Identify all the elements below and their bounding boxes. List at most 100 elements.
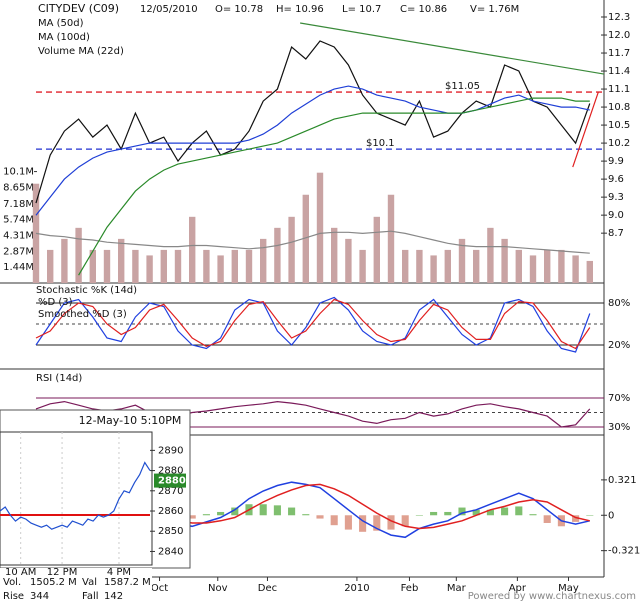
volume-bar bbox=[75, 227, 82, 283]
histogram-bar bbox=[217, 511, 225, 516]
y-tick-label: 2890 bbox=[158, 445, 183, 456]
y-tick-label: 8.7 bbox=[608, 228, 624, 239]
panel-title: RSI (14d) bbox=[36, 373, 82, 384]
plot-area bbox=[0, 431, 153, 566]
volume-bar bbox=[487, 227, 494, 283]
volume-bar bbox=[274, 227, 281, 283]
volume-bar bbox=[586, 260, 593, 283]
y-tick-label: 0 bbox=[608, 510, 614, 521]
histogram-bar bbox=[373, 515, 381, 531]
legend-entry: Volume MA (22d) bbox=[38, 46, 124, 57]
y-tick-label: 2840 bbox=[158, 546, 183, 557]
histogram-bar bbox=[415, 515, 423, 516]
close: C= 10.86 bbox=[400, 4, 447, 15]
histogram-bar bbox=[231, 507, 239, 516]
series-line bbox=[35, 296, 591, 353]
histogram-bar bbox=[486, 509, 494, 516]
y-tick-label: 4.31M bbox=[3, 230, 34, 241]
histogram-bar bbox=[430, 511, 438, 516]
x-tick-label: Apr bbox=[509, 583, 527, 594]
date: 12/05/2010 bbox=[140, 4, 198, 15]
current-box bbox=[154, 473, 186, 488]
volume-bar bbox=[245, 249, 253, 283]
histogram-bar bbox=[515, 506, 523, 516]
level-label: $10.1 bbox=[366, 138, 395, 149]
y-tick-label: 2.87M bbox=[3, 246, 34, 257]
volume-bar bbox=[515, 249, 522, 283]
volume-bar bbox=[203, 249, 210, 283]
chart-title: CITYDEV (C09) bbox=[38, 2, 119, 15]
histogram-bar bbox=[202, 514, 210, 516]
y-tick-label: 10.8 bbox=[608, 102, 630, 113]
stats-background bbox=[0, 568, 152, 603]
stat: Val bbox=[82, 577, 97, 588]
open: O= 10.78 bbox=[215, 4, 263, 15]
volume-bar bbox=[544, 249, 551, 283]
y-tick-label: 9.9 bbox=[608, 156, 624, 167]
y-tick-label: 7.18M bbox=[3, 199, 34, 210]
stat: 344 bbox=[30, 591, 49, 602]
trendline bbox=[572, 91, 599, 168]
y-tick-label: 2850 bbox=[158, 526, 183, 537]
x-tick-label: Dec bbox=[258, 583, 277, 594]
histogram-bar bbox=[543, 515, 551, 523]
histogram-bar bbox=[401, 515, 409, 527]
volume-bar bbox=[260, 238, 267, 283]
y-tick-label: 2860 bbox=[158, 506, 183, 517]
x-tick-label: Nov bbox=[208, 583, 228, 594]
volume-bar bbox=[345, 238, 352, 283]
x-tick-label: 4 PM bbox=[107, 567, 131, 578]
low: L= 10.7 bbox=[342, 4, 381, 15]
y-tick-label: 9.6 bbox=[608, 174, 624, 185]
series-line bbox=[35, 85, 590, 216]
stat: 1587.2 M bbox=[104, 577, 151, 588]
y-tick-label: 2870 bbox=[158, 486, 183, 497]
y-tick-label: -0.321 bbox=[608, 546, 640, 557]
histogram-bar bbox=[458, 507, 466, 516]
watermark: Powered by www.chartnexus.com bbox=[468, 591, 636, 602]
histogram-bar bbox=[288, 507, 296, 516]
volume-bar bbox=[402, 249, 409, 283]
y-tick-label: 0.321 bbox=[608, 475, 637, 486]
volume-bar bbox=[288, 216, 295, 283]
histogram-bar bbox=[302, 514, 310, 516]
volume-bar bbox=[501, 238, 508, 283]
volume-bar bbox=[132, 249, 139, 283]
histogram-bar bbox=[572, 515, 580, 522]
trendline bbox=[300, 22, 605, 75]
volume-bar bbox=[118, 238, 125, 283]
volume-bar bbox=[174, 249, 182, 283]
volume-bar bbox=[160, 249, 167, 283]
histogram-bar bbox=[330, 515, 338, 526]
x-tick-label: Oct bbox=[151, 583, 168, 594]
volume: V= 1.76M bbox=[470, 4, 519, 15]
histogram-bar bbox=[444, 511, 452, 516]
level-label: $11.05 bbox=[445, 81, 480, 92]
histogram-bar bbox=[472, 509, 480, 516]
volume-bar bbox=[89, 249, 96, 283]
legend-entry: Smoothed %D (3) bbox=[38, 309, 127, 320]
inset: 12-May-10 5:10PM289028802870286028502840… bbox=[0, 409, 191, 603]
y-tick-label: 9.3 bbox=[608, 192, 624, 203]
inset-title: 12-May-10 5:10PM bbox=[79, 414, 182, 427]
volume-bar bbox=[32, 183, 40, 283]
volume-bar bbox=[373, 216, 380, 283]
series-line bbox=[78, 97, 590, 276]
y-tick-label: 8.65M bbox=[3, 183, 34, 194]
legend-entry: %D (3) bbox=[38, 297, 73, 308]
y-tick-label: 70% bbox=[608, 393, 630, 404]
volume-bar bbox=[331, 227, 338, 283]
volume-bar bbox=[387, 194, 395, 283]
volume-bar bbox=[47, 249, 54, 283]
volume-bar bbox=[146, 255, 153, 283]
volume-bar bbox=[217, 255, 224, 283]
y-tick-label: 10.2 bbox=[608, 138, 630, 149]
volume-bar bbox=[458, 238, 466, 283]
volume-bar bbox=[359, 249, 366, 283]
y-tick-label: 12.0 bbox=[608, 30, 630, 41]
volume-bar bbox=[416, 249, 423, 283]
legend-entry: MA (50d) bbox=[38, 18, 84, 29]
series-line bbox=[0, 461, 151, 530]
volume-bar bbox=[430, 255, 437, 283]
